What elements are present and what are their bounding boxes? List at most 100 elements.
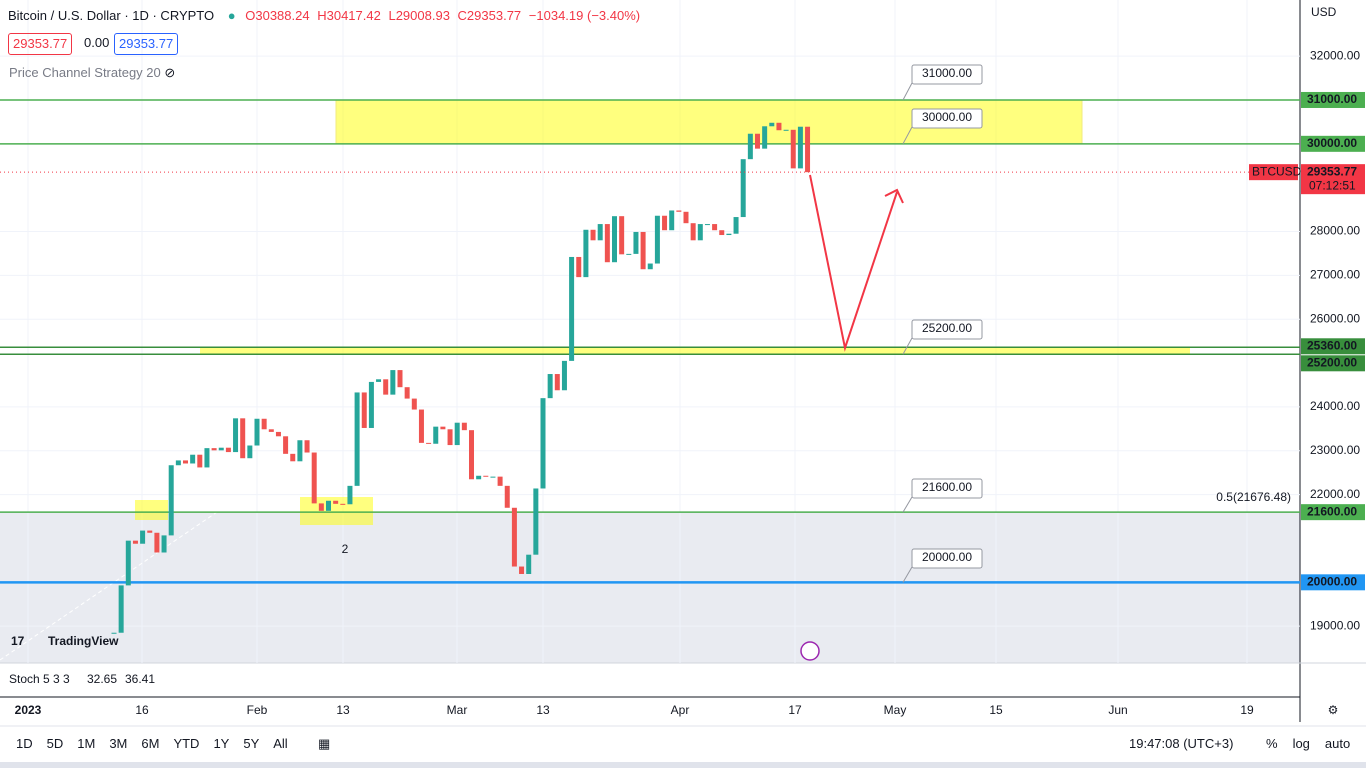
indicator: Price Channel Strategy 20 ⊘ (9, 65, 176, 80)
candle (197, 454, 203, 468)
clock: 19:47:08 (UTC+3) (1129, 736, 1234, 751)
range-button[interactable]: 6M (141, 736, 160, 751)
indicator-name: Price Channel Strategy 20 (9, 65, 161, 80)
candle (397, 370, 403, 388)
range-bar: 1D 5D 1M 3M 6M YTD 1Y 5Y All (16, 736, 302, 751)
options: % log auto (1266, 736, 1365, 751)
candle (290, 453, 296, 462)
stoch-d: 36.41 (125, 672, 155, 686)
level-tag (1301, 355, 1365, 372)
candle (411, 398, 417, 410)
candle (168, 465, 174, 536)
range-button[interactable]: 5D (46, 736, 64, 751)
candle (683, 211, 689, 224)
ohlc: H30417.42 (317, 8, 381, 23)
grey-zone (0, 512, 1300, 663)
price-tag-label: 29353.77 (1307, 164, 1357, 178)
candle (504, 485, 510, 508)
x-tick-label: 17 (788, 703, 802, 717)
candle (361, 392, 367, 428)
x-tick-label: 15 (989, 703, 1003, 717)
candle (318, 503, 324, 511)
range-button[interactable]: 5Y (243, 736, 260, 751)
candle (190, 454, 196, 464)
candle (476, 475, 482, 480)
y-tick-label: 28000.00 (1310, 224, 1360, 238)
option-button[interactable]: log (1292, 736, 1310, 751)
logo-mark: 17 (11, 634, 25, 648)
y-tick-label: 26000.00 (1310, 311, 1360, 325)
x-tick-label: 19 (1240, 703, 1254, 717)
candle (690, 223, 696, 241)
symbol[interactable]: Bitcoin / U.S. Dollar · 1D · CRYPTO (8, 8, 215, 23)
candle (326, 500, 331, 511)
y-tick-label: 27000.00 (1310, 268, 1360, 282)
candle (704, 224, 710, 226)
range-button[interactable]: 1D (16, 736, 33, 751)
range-button[interactable]: 1Y (213, 736, 230, 751)
candle (347, 485, 353, 505)
stoch-k: 32.65 (87, 672, 117, 686)
range-button[interactable]: YTD (173, 736, 200, 751)
spread: 0.00 (84, 35, 110, 50)
candle (390, 370, 396, 395)
candle (533, 488, 539, 555)
change: −1034.19 (−3.40%) (528, 8, 641, 23)
trend-line (0, 509, 221, 661)
candle (240, 418, 246, 459)
candle (454, 422, 460, 446)
candle (376, 379, 382, 382)
callout (911, 319, 983, 340)
level-tag (1301, 135, 1365, 152)
candle (519, 566, 525, 574)
forecast-arrow (809, 174, 904, 352)
candle (719, 230, 725, 236)
countdown: 07:12:51 (1309, 178, 1356, 192)
level-tag (1301, 574, 1365, 591)
candle (712, 224, 718, 231)
range-button[interactable]: 3M (109, 736, 128, 751)
callout (911, 64, 983, 85)
candle (469, 430, 474, 480)
candle (268, 429, 274, 432)
candle (132, 540, 138, 544)
candle (311, 452, 317, 504)
candle (161, 535, 167, 553)
x-tick-label: 13 (536, 703, 550, 717)
range-button[interactable]: All (273, 736, 288, 751)
option-button[interactable]: auto (1324, 736, 1351, 751)
candle (333, 500, 339, 504)
candle (676, 210, 682, 212)
candle (790, 129, 796, 169)
candle (461, 422, 467, 431)
callout-pointer (902, 337, 913, 355)
candle (511, 507, 517, 567)
sell-price[interactable]: 29353.77 (8, 33, 73, 55)
buy-price[interactable]: 29353.77 (114, 33, 179, 55)
candle (662, 215, 668, 231)
candle (283, 436, 289, 454)
callout-pointer (902, 566, 913, 583)
candle (762, 126, 768, 149)
callout-pointer (902, 126, 913, 145)
candle (254, 418, 260, 446)
candle (633, 231, 639, 254)
flash-icon (800, 641, 820, 661)
candle (769, 122, 775, 127)
candle (526, 554, 532, 574)
callout-label: 31000.00 (922, 66, 972, 80)
x-tick-label: Apr (671, 703, 690, 717)
candle (604, 224, 610, 263)
symbol-tag (1249, 164, 1298, 181)
calendar[interactable]: ▦ (318, 736, 331, 751)
option-button[interactable]: % (1266, 736, 1278, 751)
y-tick-label: 24000.00 (1310, 399, 1360, 413)
candle (490, 476, 496, 478)
callout-label: 30000.00 (922, 110, 972, 124)
candle (175, 460, 181, 466)
range-button[interactable]: 1M (77, 736, 96, 751)
currency: USD (1311, 5, 1337, 19)
y-tick-label: 22000.00 (1310, 487, 1360, 501)
level-tag (1301, 504, 1365, 521)
